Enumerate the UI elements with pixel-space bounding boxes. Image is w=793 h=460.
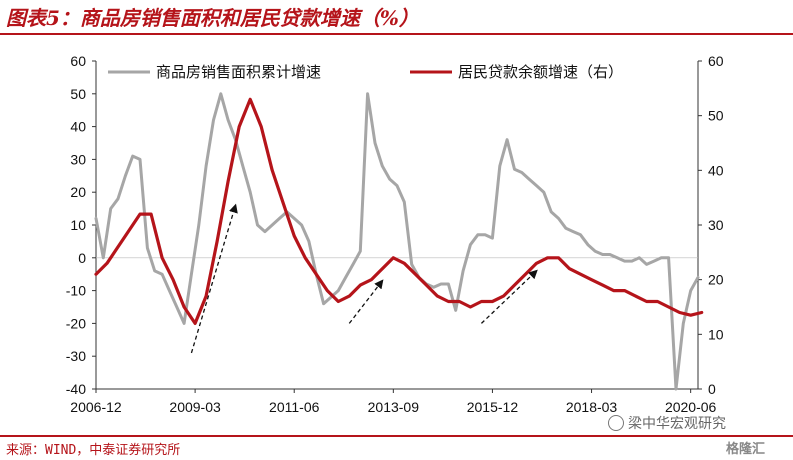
watermark-logo: 格隆汇 xyxy=(726,442,766,457)
x-tick-label: 2013-09 xyxy=(368,399,420,415)
x-tick-label: 2015-12 xyxy=(467,399,519,415)
trend-arrow xyxy=(348,279,384,324)
y-right-tick-label: 30 xyxy=(708,217,724,233)
y-left-tick-label: -20 xyxy=(66,315,86,331)
chart-series-layer xyxy=(94,92,704,391)
y-right-tick-label: 60 xyxy=(708,53,724,69)
line-chart: 60 50 40 30 20 10 0 -10 -20 -30 -40 60 50 40 30 20 10 0 20… xyxy=(66,53,724,415)
wechat-icon xyxy=(608,415,624,431)
x-tick-label: 2020-06 xyxy=(665,399,717,415)
y-left-tick-label: 20 xyxy=(70,184,86,200)
y-left-tick-label: 50 xyxy=(70,86,86,102)
y-left-tick-label: -40 xyxy=(66,381,86,397)
watermark: 梁中华宏观研究 xyxy=(608,413,726,433)
legend-label-sales-area: 商品房销售面积累计增速 xyxy=(156,63,321,81)
y-right-tick-label: 40 xyxy=(708,162,724,178)
y-left-tick-label: -30 xyxy=(66,348,86,364)
trend-arrow xyxy=(480,269,538,324)
y-right-tick-label: 10 xyxy=(708,326,724,342)
y-left-tick-label: 30 xyxy=(70,151,86,167)
series-line-sales-area xyxy=(94,92,700,391)
trend-arrow xyxy=(190,203,238,354)
y-right-tick-label: 20 xyxy=(708,272,724,288)
y-left-tick-label: 60 xyxy=(70,53,86,69)
x-tick-label: 2006-12 xyxy=(70,399,122,415)
chart-axes: 60 50 40 30 20 10 0 -10 -20 -30 -40 60 50 40 30 20 10 0 20… xyxy=(66,53,724,415)
y-left-tick-label: 10 xyxy=(70,217,86,233)
y-right-tick-label: 0 xyxy=(708,381,716,397)
trend-arrows xyxy=(190,203,538,354)
watermark-text: 梁中华宏观研究 xyxy=(628,416,726,432)
page-title: 图表5：商品房销售面积和居民贷款增速（%） xyxy=(6,6,419,30)
x-tick-label: 2009-03 xyxy=(169,399,221,415)
footer-divider xyxy=(0,435,793,437)
series-line-household-loans xyxy=(94,97,704,325)
y-left-tick-label: -10 xyxy=(66,283,86,299)
source-note: 来源：WIND，中泰证券研究所 xyxy=(6,443,181,458)
legend-label-household-loans: 居民贷款余额增速（右） xyxy=(458,63,623,81)
chart-legend: 商品房销售面积累计增速 居民贷款余额增速（右） xyxy=(108,63,623,81)
title-divider xyxy=(0,33,793,35)
y-right-tick-label: 50 xyxy=(708,108,724,124)
y-left-tick-label: 40 xyxy=(70,119,86,135)
y-left-tick-label: 0 xyxy=(78,250,86,266)
x-tick-label: 2018-03 xyxy=(566,399,618,415)
x-tick-label: 2011-06 xyxy=(269,399,320,415)
